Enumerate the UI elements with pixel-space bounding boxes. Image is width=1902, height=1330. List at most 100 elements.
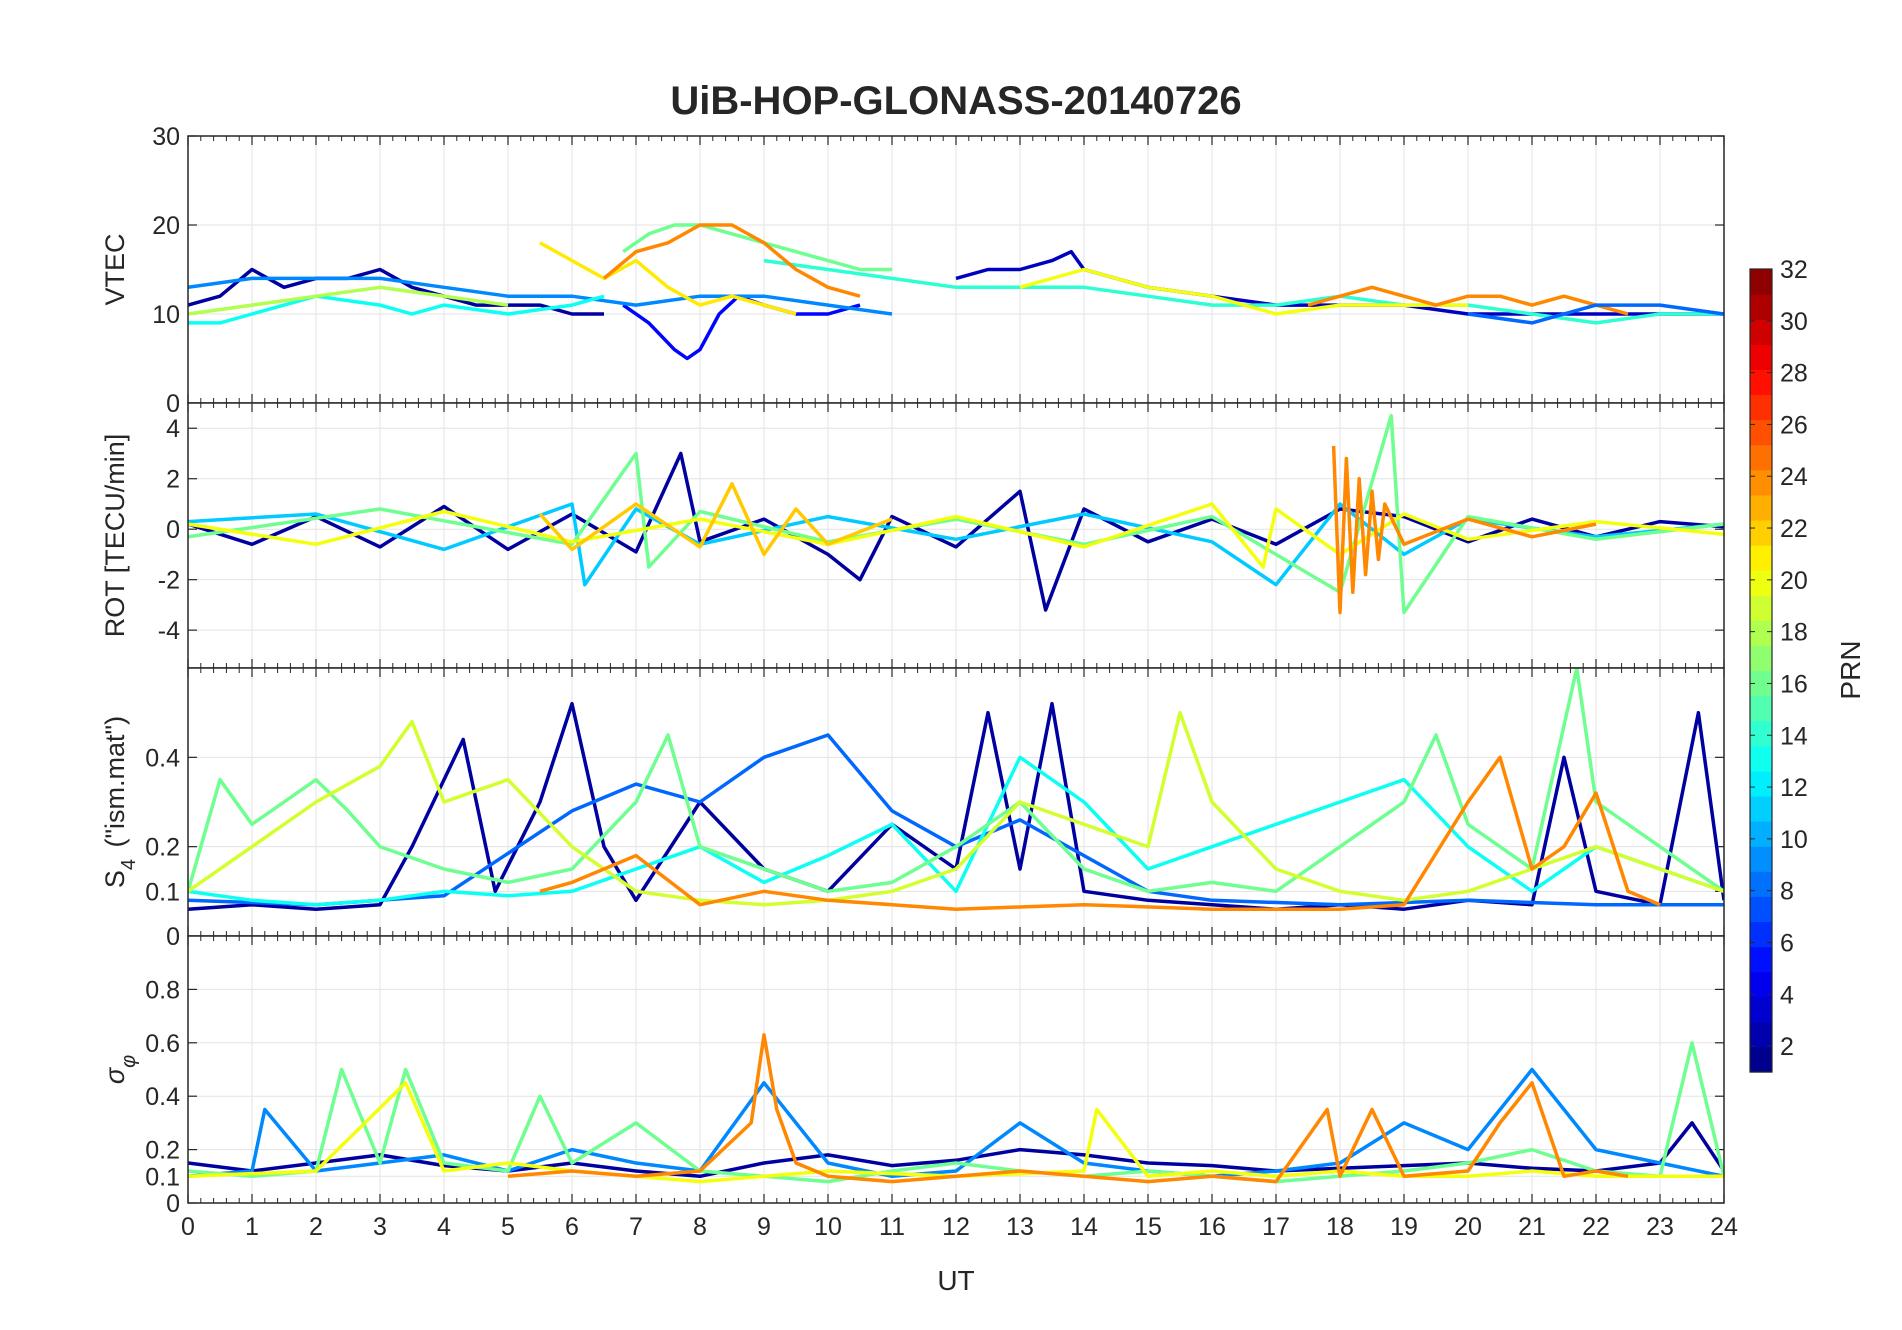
y-tick-label: 0 [166,390,180,418]
colorbar-segment [1750,419,1772,446]
colorbar-tick-label: 14 [1780,722,1808,750]
colorbar-segment [1750,1046,1772,1073]
y-axis-label: S4 ("ism.mat") [100,716,140,888]
series-line-prn-2 [188,267,604,316]
colorbar-segment [1750,745,1772,772]
colorbar-label: PRN [1835,640,1866,699]
series-line-prn-16 [622,223,892,272]
y-axis-label: σφ [100,1055,140,1084]
x-tick-label: 21 [1518,1213,1546,1241]
colorbar-segment [1750,1021,1772,1048]
series-line-prn-22 [538,482,893,557]
x-tick-label: 15 [1134,1213,1162,1241]
y-tick-label: -2 [158,567,180,595]
colorbar-tick-label: 2 [1780,1033,1794,1061]
x-tick-label: 18 [1326,1213,1354,1241]
x-tick-label: 24 [1710,1213,1738,1241]
x-tick-label: 6 [565,1213,579,1241]
colorbar-tick-label: 28 [1780,360,1808,388]
y-tick-label: 0 [166,923,180,951]
colorbar-segment [1750,645,1772,672]
series-line-prn-24 [539,755,1661,911]
colorbar-segment [1750,846,1772,872]
colorbar-tick-label: 20 [1780,567,1808,595]
y-tick-label: -4 [158,617,180,645]
x-tick-label: 14 [1070,1213,1098,1241]
x-tick-label: 23 [1646,1213,1674,1241]
colorbar-tick-label: 10 [1780,826,1808,854]
series-line-prn-24 [602,223,861,298]
panel-s4: 0 0.1 0.2 0.4S4 ("ism.mat") [100,667,1725,951]
y-tick-label: 0.2 [145,1137,180,1165]
x-tick-label: 20 [1454,1213,1482,1241]
colorbar-tick-label: 16 [1780,670,1808,698]
y-tick-label: 0 [166,516,180,544]
colorbar-segment [1750,946,1772,973]
series-line-prn-13 [188,294,605,325]
y-tick-label: 0.4 [145,1083,180,1111]
series-line-prn-8 [1467,303,1724,325]
x-tick-label: 3 [373,1213,387,1241]
colorbar-tick-label: 8 [1780,878,1794,906]
axes-frame [187,935,1725,1204]
colorbar-tick-label: 24 [1780,463,1808,491]
colorbar-tick-label: 30 [1780,308,1808,336]
y-tick-label: 0.4 [145,744,180,772]
y-tick-label: 4 [166,415,180,443]
colorbar-segment [1750,394,1772,421]
series-line-prn-24 [1331,445,1597,615]
colorbar-segment [1750,444,1772,471]
colorbar-segment [1750,344,1772,370]
colorbar-tick-label: 18 [1780,619,1808,647]
series-line-prn-16 [188,1041,1724,1184]
colorbar-segment [1750,494,1772,521]
series-line-prn-20 [1019,267,1468,316]
x-tick-label: 11 [879,1213,905,1241]
colorbar-segment [1750,469,1772,496]
colorbar-tick-label: 22 [1780,515,1808,543]
colorbar-segment [1750,369,1772,396]
colorbar-segment [1750,821,1772,847]
colorbar-segment [1750,620,1772,647]
x-tick-label: 8 [693,1213,707,1241]
series-line-prn-13 [188,755,1724,907]
panel-vtec: 0 10 20 30 VTEC [100,123,1725,418]
x-tick-label: 12 [942,1213,970,1241]
x-tick-label: 5 [501,1213,515,1241]
chart-title: UiB-HOP-GLONASS-20140726 [670,79,1241,123]
y-tick-label: 30 [152,123,180,151]
colorbar-segment [1750,519,1772,546]
y-tick-label: 0.2 [145,834,180,862]
colorbar-segment [1750,595,1772,621]
x-tick-label: 9 [757,1213,771,1241]
x-tick-label: 19 [1390,1213,1418,1241]
y-axis-label: ROT [TECU/min] [100,434,130,638]
x-tick-label: 4 [437,1213,451,1241]
y-tick-label: 0.6 [145,1030,180,1058]
colorbar-segment [1750,294,1772,320]
colorbar-tick-label: 12 [1780,774,1808,802]
series-group [188,1033,1724,1184]
x-tick-label: 1 [245,1213,259,1241]
series-line-prn-2 [188,1121,1724,1179]
colorbar-segment [1750,770,1772,797]
series-line-prn-16 [188,668,1724,894]
x-tick-label: 22 [1582,1213,1610,1241]
colorbar-segment [1750,570,1772,596]
y-tick-label: 0.1 [145,878,180,906]
y-tick-label: 0.8 [145,976,180,1004]
series-line-prn-20 [188,502,1724,569]
colorbar-segment [1750,996,1772,1023]
x-tick-label: 2 [309,1213,323,1241]
series-line-prn-19 [188,710,1724,907]
y-tick-label: 0.1 [145,1163,180,1191]
series-group [188,413,1724,615]
series-line-prn-24 [507,1033,1629,1184]
x-tick-label: 0 [181,1213,195,1241]
colorbar-segment [1750,545,1772,571]
y-tick-label: 20 [152,212,180,240]
y-tick-label: 0 [166,1190,180,1218]
colorbar-tick-label: 32 [1780,256,1808,284]
